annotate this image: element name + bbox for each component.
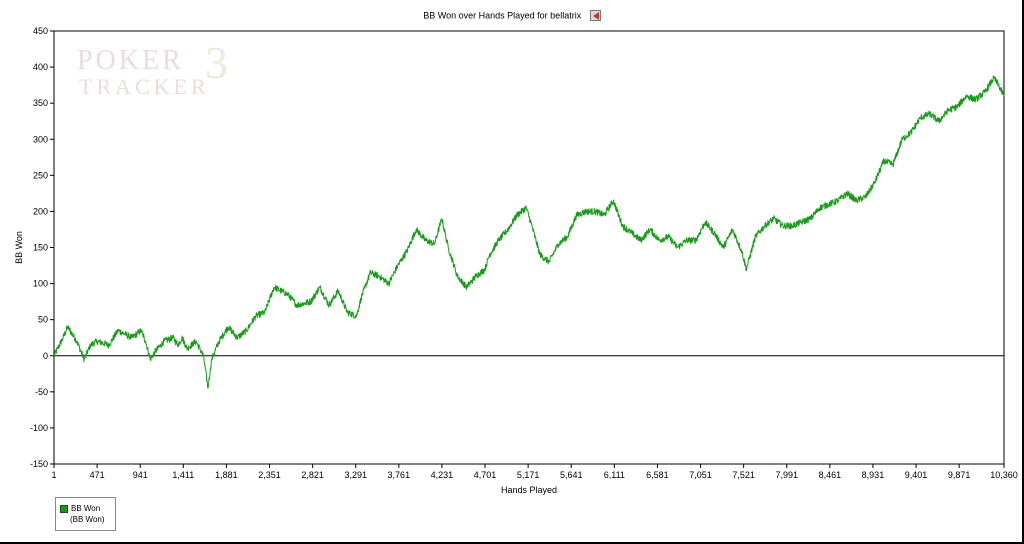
x-tick-label: 941 — [133, 470, 148, 480]
y-tick-label: 100 — [33, 279, 48, 289]
x-tick-label: 2,821 — [301, 470, 324, 480]
y-tick-label: -150 — [30, 459, 48, 469]
x-tick-label: 7,991 — [775, 470, 798, 480]
x-tick-label: 7,521 — [732, 470, 755, 480]
y-tick-label: 250 — [33, 170, 48, 180]
x-tick-label: 4,701 — [474, 470, 497, 480]
x-tick-label: 6,581 — [646, 470, 669, 480]
y-tick-label: 450 — [33, 26, 48, 36]
legend-sub-label: (BB Won) — [70, 515, 105, 524]
x-tick-label: 471 — [90, 470, 105, 480]
export-icon[interactable] — [589, 10, 601, 22]
x-tick-label: 9,401 — [905, 470, 928, 480]
chart-title: BB Won over Hands Played for bellatrix — [423, 10, 582, 21]
x-tick-label: 3,761 — [388, 470, 411, 480]
x-tick-label: 8,931 — [862, 470, 885, 480]
y-tick-label: -100 — [30, 423, 48, 433]
x-tick-label: 7,051 — [689, 470, 712, 480]
legend-swatch — [60, 504, 68, 513]
x-tick-label: 8,461 — [819, 470, 842, 480]
x-tick-label: 2,351 — [258, 470, 281, 480]
x-tick-label: 6,111 — [604, 470, 625, 480]
x-tick-label: 5,171 — [517, 470, 540, 480]
x-tick-label: 5,641 — [560, 470, 583, 480]
chart-title-row: BB Won over Hands Played for bellatrix — [0, 10, 1024, 26]
x-tick-label: 1,411 — [172, 470, 194, 480]
y-tick-label: 400 — [33, 62, 48, 72]
pokertracker-watermark-logo: POKER TRACKER 3 — [77, 40, 228, 100]
series-layer — [53, 75, 1005, 389]
watermark-mark: 3 — [205, 37, 231, 88]
legend: BB Won (BB Won) — [55, 497, 116, 531]
y-tick-label: 300 — [33, 134, 48, 144]
x-axis: 1 471 941 1,411 1,881 2,351 2,821 3,291 3,761 4,2… — [51, 464, 1018, 480]
x-tick-label: 1,881 — [215, 470, 238, 480]
x-tick-label: 1 — [51, 470, 56, 480]
y-tick-label: -50 — [35, 387, 48, 397]
plot-area — [53, 30, 1005, 465]
x-tick-label: 3,291 — [344, 470, 367, 480]
watermark-line2: TRACKER — [79, 74, 210, 99]
y-tick-label: 350 — [33, 98, 48, 108]
y-tick-label: 50 — [38, 315, 48, 325]
x-axis-label: Hands Played — [501, 485, 557, 495]
y-axis: 450 400 350 300 250 200 150 100 50 0 -50 -100 -150 — [30, 26, 54, 469]
y-tick-label: 150 — [33, 243, 48, 253]
y-tick-label: 0 — [43, 351, 48, 361]
legend-label: BB Won — [71, 504, 101, 513]
y-axis-label: BB Won — [14, 231, 24, 264]
y-tick-label: 200 — [33, 206, 48, 216]
x-tick-label: 10,360 — [990, 470, 1018, 480]
watermark-line1: POKER — [77, 45, 184, 76]
x-tick-label: 4,231 — [431, 470, 454, 480]
series-line-bb-won — [53, 75, 1005, 389]
x-tick-label: 9,871 — [948, 470, 971, 480]
